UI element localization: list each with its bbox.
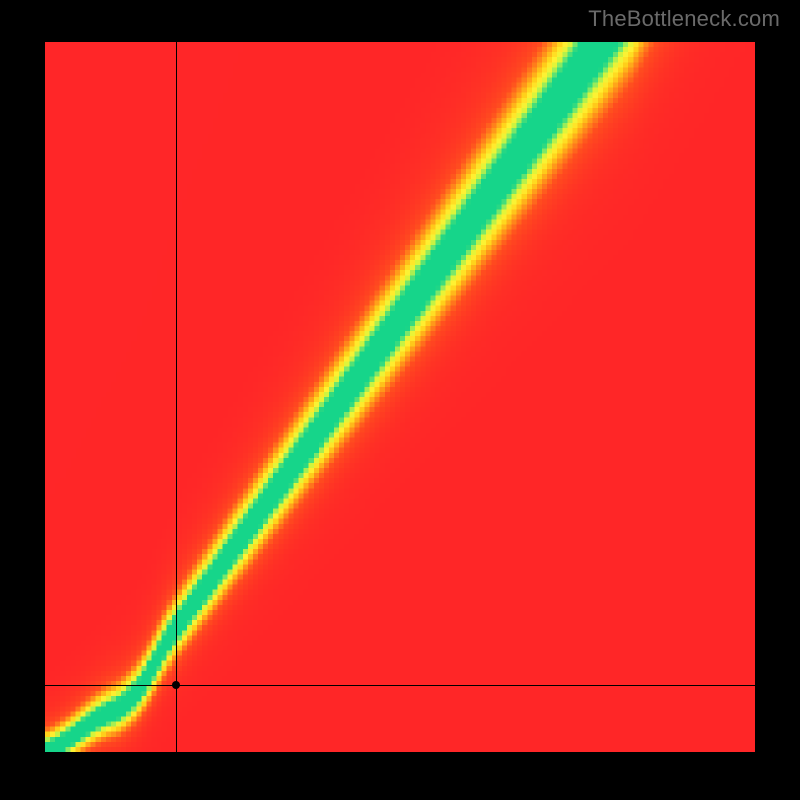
heatmap-plot xyxy=(45,42,755,752)
crosshair-horizontal xyxy=(45,685,755,686)
watermark-text: TheBottleneck.com xyxy=(588,6,780,32)
chart-stage: TheBottleneck.com xyxy=(0,0,800,800)
crosshair-vertical xyxy=(176,42,177,752)
heatmap-canvas xyxy=(45,42,755,752)
crosshair-marker xyxy=(172,681,180,689)
